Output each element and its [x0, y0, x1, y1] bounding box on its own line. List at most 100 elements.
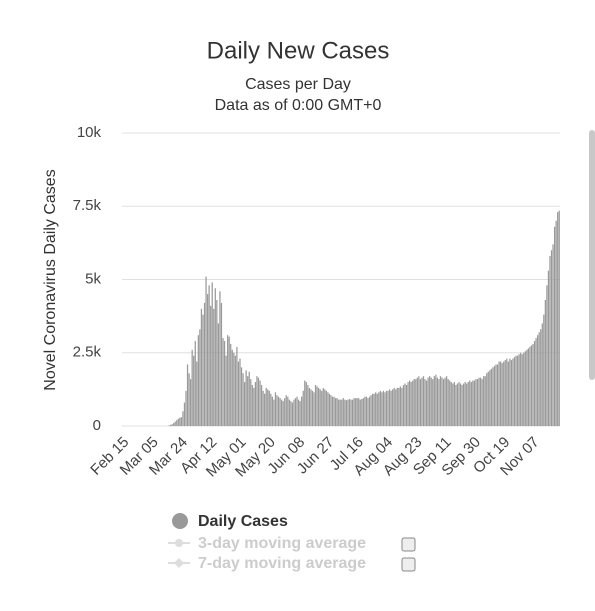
bar: [194, 341, 196, 426]
legend-marker[interactable]: [174, 558, 184, 568]
bar: [305, 382, 307, 426]
bar: [373, 393, 375, 426]
bar: [322, 387, 324, 426]
bar: [219, 291, 221, 426]
bar: [529, 346, 531, 426]
bar: [240, 367, 243, 426]
bar: [206, 294, 209, 426]
bar: [250, 379, 252, 426]
bar: [176, 420, 178, 426]
chart-title: Daily New Cases: [207, 37, 390, 64]
bar: [228, 336, 230, 426]
legend-label[interactable]: Daily Cases: [198, 513, 288, 530]
bar: [492, 367, 494, 426]
bar: [487, 371, 489, 426]
bar: [362, 398, 364, 426]
bar: [319, 389, 321, 426]
bar: [302, 390, 304, 426]
bar: [227, 335, 229, 426]
bar: [276, 395, 278, 426]
bar: [442, 379, 445, 426]
bar: [288, 399, 290, 426]
bar: [355, 398, 357, 426]
bar: [421, 377, 423, 426]
bar: [410, 382, 412, 426]
bar: [174, 421, 176, 426]
bar: [328, 393, 331, 426]
bar: [464, 382, 466, 426]
bar: [413, 379, 415, 426]
bar: [510, 360, 513, 426]
bar: [177, 418, 179, 426]
bar: [353, 398, 355, 426]
bar: [257, 377, 260, 426]
bar: [225, 355, 227, 426]
y-tick-label: 5k: [85, 270, 101, 287]
bar: [367, 398, 369, 426]
bar: [409, 380, 411, 426]
bar: [236, 346, 238, 426]
bar: [395, 389, 397, 426]
bar: [390, 390, 392, 426]
bar: [173, 423, 175, 426]
bar: [430, 377, 432, 426]
legend-marker[interactable]: [172, 513, 188, 529]
bar: [356, 398, 358, 426]
bar: [191, 349, 193, 426]
bar: [365, 396, 368, 426]
bar: [512, 358, 514, 426]
bar: [483, 376, 485, 426]
bar: [293, 399, 295, 426]
bar: [193, 355, 195, 426]
bar: [330, 395, 332, 426]
y-tick-label: 10k: [77, 124, 102, 141]
bar: [418, 376, 420, 426]
bar: [307, 384, 309, 426]
bar: [180, 417, 182, 426]
checkbox[interactable]: [401, 557, 416, 572]
bar: [285, 395, 287, 426]
bar: [382, 390, 385, 426]
bar: [253, 387, 255, 426]
bar: [243, 382, 246, 426]
bar: [348, 399, 351, 426]
bar: [469, 380, 471, 426]
bar: [399, 386, 401, 426]
bar: [264, 393, 266, 426]
legend-label[interactable]: 3-day moving average: [198, 535, 366, 552]
bar: [287, 396, 289, 426]
bar: [234, 355, 236, 426]
bar: [259, 380, 261, 426]
bar: [318, 387, 320, 426]
bar: [441, 377, 443, 426]
bar: [334, 398, 337, 426]
bar: [472, 380, 474, 426]
bar: [199, 329, 201, 426]
bar: [371, 393, 374, 426]
bar: [398, 387, 400, 426]
legend-label[interactable]: 7-day moving average: [198, 555, 366, 572]
bar: [385, 390, 388, 426]
bar: [324, 389, 326, 426]
bar: [444, 377, 446, 426]
bar: [495, 364, 497, 426]
bar: [308, 387, 311, 426]
bar: [384, 392, 386, 426]
bar: [387, 390, 389, 426]
bar: [237, 361, 240, 426]
legend-marker[interactable]: [175, 539, 183, 547]
bar: [466, 383, 468, 426]
bar: [233, 352, 235, 426]
bar: [379, 390, 381, 426]
bar: [461, 384, 463, 426]
checkbox[interactable]: [401, 537, 416, 552]
bar: [251, 384, 253, 426]
bar: [231, 349, 233, 426]
bar: [188, 373, 190, 426]
bar: [282, 401, 284, 426]
bar: [245, 370, 247, 426]
bar: [452, 383, 454, 426]
bar: [530, 345, 533, 426]
bar: [475, 379, 477, 426]
